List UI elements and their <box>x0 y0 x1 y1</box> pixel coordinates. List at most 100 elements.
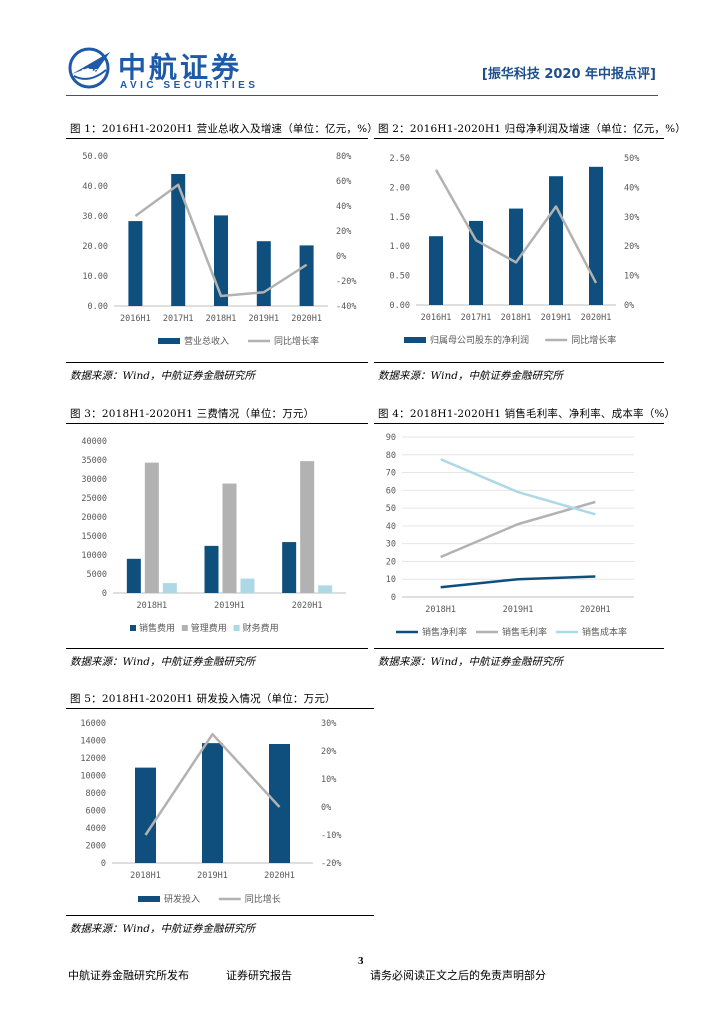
figure-3-bottom-rule <box>66 648 368 649</box>
fig5-series-line <box>144 732 281 836</box>
figure-3-chart: 40000 35000 30000 25000 20000 15000 10000 5000 0… <box>81 437 346 634</box>
figure-5-rule <box>66 708 374 709</box>
figure-5-bottom-rule <box>66 915 374 916</box>
fig1-x-tick: 2017H1 <box>163 314 194 324</box>
fig1-left-tick: 10.00 <box>82 272 108 282</box>
fig2-left-tick: 0.00 <box>390 301 410 311</box>
fig1-right-tick: -20% <box>336 277 356 287</box>
fig3-bar <box>240 578 255 593</box>
fig5-right-tick: 10% <box>321 775 336 785</box>
page-number: 3 <box>358 955 364 967</box>
fig2-bar <box>429 236 443 305</box>
fig5-left-tick: 12000 <box>80 754 106 764</box>
report-tag: [振华科技 2020 年中报点评] <box>481 67 656 82</box>
fig5-left-tick: 10000 <box>80 772 106 782</box>
fig3-legend-swatch <box>233 625 240 631</box>
fig2-left-tick: 1.00 <box>390 242 410 252</box>
fig2-left-tick: 2.00 <box>390 183 410 193</box>
fig4-left-tick: 70 <box>386 469 396 479</box>
fig2-bar <box>589 166 603 305</box>
figure-1-chart: 50.00 40.00 30.00 20.00 10.00 0.00 80% 60% 40% 20… <box>82 152 356 347</box>
fig2-x-tick: 2019H1 <box>541 313 572 323</box>
header-rule <box>66 95 658 96</box>
fig1-right-tick: -40% <box>336 302 356 312</box>
company-logo: AVIC 中航证券 AVIC SECURITIES <box>66 44 266 94</box>
fig2-x-tick: 2017H1 <box>461 313 492 323</box>
fig4-series-line <box>440 575 596 589</box>
fig2-right-tick: 20% <box>624 242 639 252</box>
fig4-legend-label: 销售成本率 <box>582 626 627 638</box>
fig1-bar <box>256 241 271 306</box>
figure-3-source: 数据来源：Wind，中航证券金融研究所 <box>70 656 255 668</box>
fig5-right-tick: 30% <box>321 719 336 729</box>
fig3-left-tick: 10000 <box>81 551 107 561</box>
fig1-right-tick: 40% <box>336 202 351 212</box>
fig5-left-tick: 16000 <box>80 719 106 729</box>
figure-4-chart: 90 80 70 60 50 40 30 20 10 0 2018H1 2019H1 2020H1 销售净… <box>386 433 634 638</box>
footer-report-type: 证券研究报告 <box>226 969 292 982</box>
fig2-x-tick: 2018H1 <box>501 313 532 323</box>
fig2-left-tick: 1.50 <box>390 213 410 223</box>
fig1-x-tick: 2016H1 <box>120 314 151 324</box>
figure-1-source: 数据来源：Wind，中航证券金融研究所 <box>70 370 255 382</box>
fig1-bar <box>128 221 143 306</box>
fig5-left-tick: 8000 <box>86 789 106 799</box>
fig2-left-tick: 2.50 <box>390 154 410 164</box>
figure-3-title: 图 3：2018H1-2020H1 三费情况（单位：万元） <box>70 408 315 420</box>
fig5-x-tick: 2018H1 <box>130 871 161 881</box>
fig1-right-tick: 0% <box>336 252 346 262</box>
fig3-legend-swatch <box>130 625 136 631</box>
fig3-left-tick: 5000 <box>87 570 107 580</box>
fig1-bar <box>214 215 228 306</box>
fig3-bar <box>162 583 177 593</box>
fig4-x-tick: 2020H1 <box>580 605 611 615</box>
figure-4-bottom-rule <box>374 648 664 649</box>
fig4-x-tick: 2019H1 <box>503 605 534 615</box>
fig2-bar <box>509 208 523 305</box>
fig4-legend-label: 销售毛利率 <box>502 626 547 638</box>
figure-2-title: 图 2：2016H1-2020H1 归母净利润及增速（单位：亿元，%） <box>378 123 686 135</box>
fig1-bar <box>299 245 314 306</box>
fig5-x-tick: 2019H1 <box>197 871 228 881</box>
fig4-series-line <box>440 458 596 516</box>
figure-5-chart: 16000 14000 12000 10000 8000 6000 4000 2000 0 30%… <box>80 719 341 905</box>
figure-5-title: 图 5：2018H1-2020H1 研发投入情况（单位：万元） <box>70 693 336 705</box>
fig5-legend-label: 研发投入 <box>164 893 200 905</box>
fig5-right-tick: 20% <box>321 747 336 757</box>
fig5-left-tick: 6000 <box>86 807 106 817</box>
fig2-right-tick: 30% <box>624 213 639 223</box>
fig5-left-tick: 14000 <box>80 737 106 747</box>
fig3-legend-label: 财务费用 <box>243 622 279 634</box>
figure-4-title: 图 4：2018H1-2020H1 销售毛利率、净利率、成本率（%） <box>378 408 676 420</box>
fig2-bar <box>549 176 563 305</box>
figure-2-chart: 2.50 2.00 1.50 1.00 0.50 0.00 50% 40% 30% 20% 10% 0… <box>390 154 640 346</box>
fig5-right-tick: -10% <box>321 831 341 841</box>
fig1-left-tick: 30.00 <box>82 212 108 222</box>
fig2-right-tick: 0% <box>624 301 634 311</box>
fig3-x-tick: 2019H1 <box>214 601 245 611</box>
fig5-bar <box>202 743 223 863</box>
fig4-series-line <box>440 500 596 559</box>
fig4-left-tick: 30 <box>386 540 396 550</box>
fig2-legend-label: 归属母公司股东的净利润 <box>430 334 529 346</box>
fig3-left-tick: 30000 <box>81 475 107 485</box>
fig3-x-tick: 2018H1 <box>136 601 167 611</box>
fig1-legend-label: 同比增长率 <box>274 335 319 347</box>
figure-1-title: 图 1：2016H1-2020H1 营业总收入及增速（单位：亿元，%） <box>70 123 378 135</box>
logo-chinese-name: 中航证券 <box>118 51 243 84</box>
fig3-bar <box>222 483 237 593</box>
svg-text:AVIC: AVIC <box>81 68 98 76</box>
fig2-series-line <box>434 169 598 284</box>
fig3-left-tick: 35000 <box>81 456 107 466</box>
fig5-x-tick: 2020H1 <box>264 871 295 881</box>
fig4-left-tick: 0 <box>391 593 396 603</box>
fig1-left-tick: 50.00 <box>82 152 108 162</box>
fig3-left-tick: 40000 <box>81 437 107 447</box>
fig1-right-tick: 60% <box>336 177 351 187</box>
figure-1-bottom-rule <box>66 362 368 363</box>
fig5-bar <box>135 767 156 863</box>
fig2-right-tick: 40% <box>624 183 639 193</box>
fig3-bar <box>300 461 315 593</box>
fig2-right-tick: 10% <box>624 272 639 282</box>
figure-3-rule <box>66 423 368 424</box>
